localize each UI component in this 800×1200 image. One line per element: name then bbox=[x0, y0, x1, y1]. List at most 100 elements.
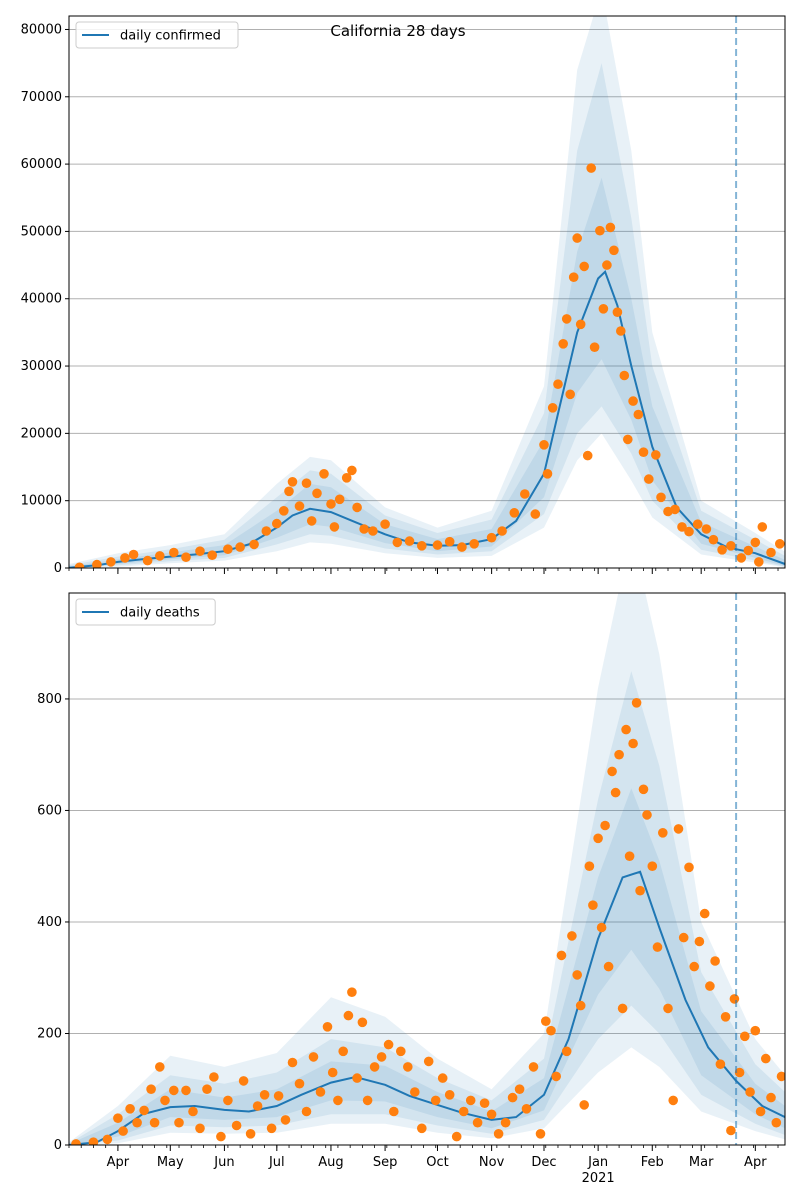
data-point bbox=[638, 784, 649, 795]
y-tick-label: 200 bbox=[37, 1026, 62, 1041]
uncertainty-band bbox=[69, 16, 785, 568]
data-point bbox=[231, 1120, 242, 1131]
data-point bbox=[575, 1000, 586, 1011]
confirmed-panel: 0 10000 20000 30000 40000 50000 60000 70000 8000… bbox=[21, 15, 786, 576]
x-tick-label: Apr bbox=[107, 1155, 130, 1170]
x-tick-label: Jan bbox=[587, 1155, 608, 1170]
uncertainty-band bbox=[69, 671, 785, 1145]
data-point bbox=[380, 519, 390, 529]
x-tick-label: Nov bbox=[479, 1155, 505, 1170]
data-point bbox=[155, 551, 165, 561]
data-point bbox=[252, 1101, 263, 1111]
x-tick-label: Oct bbox=[426, 1155, 448, 1170]
data-point bbox=[509, 508, 520, 518]
x-tick-label: May bbox=[157, 1155, 184, 1170]
data-point bbox=[757, 522, 768, 532]
data-point bbox=[528, 1062, 539, 1072]
data-point bbox=[596, 922, 607, 933]
y-tick-label: 30000 bbox=[21, 359, 62, 374]
data-point bbox=[582, 450, 593, 461]
data-point bbox=[602, 260, 612, 270]
data-point bbox=[347, 987, 357, 997]
data-point bbox=[520, 489, 530, 499]
data-point bbox=[287, 1057, 298, 1068]
data-point bbox=[432, 540, 443, 550]
data-point bbox=[327, 1067, 338, 1078]
data-point bbox=[572, 233, 582, 243]
y-tick-label: 80000 bbox=[21, 22, 62, 37]
data-point bbox=[539, 440, 549, 450]
data-point bbox=[567, 931, 577, 941]
data-point bbox=[106, 557, 116, 567]
data-point bbox=[586, 163, 596, 173]
data-point bbox=[125, 1104, 135, 1114]
data-point bbox=[500, 1117, 511, 1128]
data-point bbox=[579, 1100, 589, 1110]
legend-label: daily deaths bbox=[120, 606, 200, 621]
data-point bbox=[551, 1071, 561, 1082]
data-point bbox=[312, 488, 322, 499]
y-tick-label: 60000 bbox=[21, 157, 62, 172]
data-point bbox=[750, 537, 761, 548]
data-point bbox=[223, 544, 233, 554]
data-point bbox=[326, 499, 336, 509]
data-point bbox=[553, 379, 563, 390]
data-point bbox=[195, 546, 205, 556]
data-point bbox=[535, 1129, 546, 1139]
data-point bbox=[628, 738, 638, 749]
data-point bbox=[692, 519, 703, 529]
data-point bbox=[558, 339, 568, 349]
data-point bbox=[699, 908, 710, 919]
data-point bbox=[338, 1046, 349, 1057]
data-point bbox=[541, 1016, 551, 1026]
data-point bbox=[589, 342, 600, 353]
data-point bbox=[635, 885, 645, 896]
data-point bbox=[684, 862, 694, 873]
data-point bbox=[266, 1123, 277, 1134]
data-point bbox=[92, 559, 102, 568]
data-point bbox=[423, 1056, 434, 1067]
data-point bbox=[437, 1073, 448, 1083]
data-point bbox=[584, 861, 595, 871]
data-point bbox=[663, 1003, 673, 1014]
data-point bbox=[389, 1106, 399, 1117]
data-point bbox=[561, 1046, 572, 1057]
legend-box bbox=[75, 598, 216, 626]
data-point bbox=[235, 542, 245, 552]
data-point bbox=[369, 1062, 380, 1072]
data-point bbox=[444, 536, 455, 547]
data-point bbox=[188, 1106, 198, 1117]
data-point bbox=[673, 824, 684, 834]
x-tick-label: Feb bbox=[641, 1155, 664, 1170]
data-point bbox=[352, 1073, 362, 1083]
data-point bbox=[118, 1126, 128, 1136]
data-point bbox=[174, 1117, 184, 1128]
data-point bbox=[486, 1109, 497, 1120]
data-point bbox=[595, 225, 605, 236]
data-point bbox=[273, 1091, 284, 1101]
data-point bbox=[376, 1052, 387, 1062]
data-point bbox=[181, 1085, 191, 1096]
data-point bbox=[736, 553, 747, 563]
data-point bbox=[621, 724, 631, 735]
data-point bbox=[652, 942, 663, 952]
uncertainty-band bbox=[69, 788, 785, 1145]
data-point bbox=[359, 524, 369, 534]
data-point bbox=[609, 245, 619, 256]
data-point bbox=[223, 1095, 233, 1106]
data-point bbox=[202, 1084, 212, 1094]
data-point bbox=[486, 532, 497, 543]
y-tick-label: 400 bbox=[37, 915, 62, 930]
data-point bbox=[766, 1092, 776, 1103]
data-point bbox=[88, 1137, 99, 1145]
data-point bbox=[343, 1010, 354, 1021]
data-point bbox=[642, 810, 652, 820]
x-tick-label: Apr bbox=[744, 1155, 767, 1170]
data-point bbox=[715, 1059, 726, 1069]
data-point bbox=[113, 1113, 123, 1123]
data-point bbox=[272, 518, 282, 529]
data-point bbox=[497, 526, 507, 536]
data-point bbox=[603, 961, 614, 972]
data-point bbox=[561, 314, 572, 324]
data-point bbox=[607, 766, 617, 777]
